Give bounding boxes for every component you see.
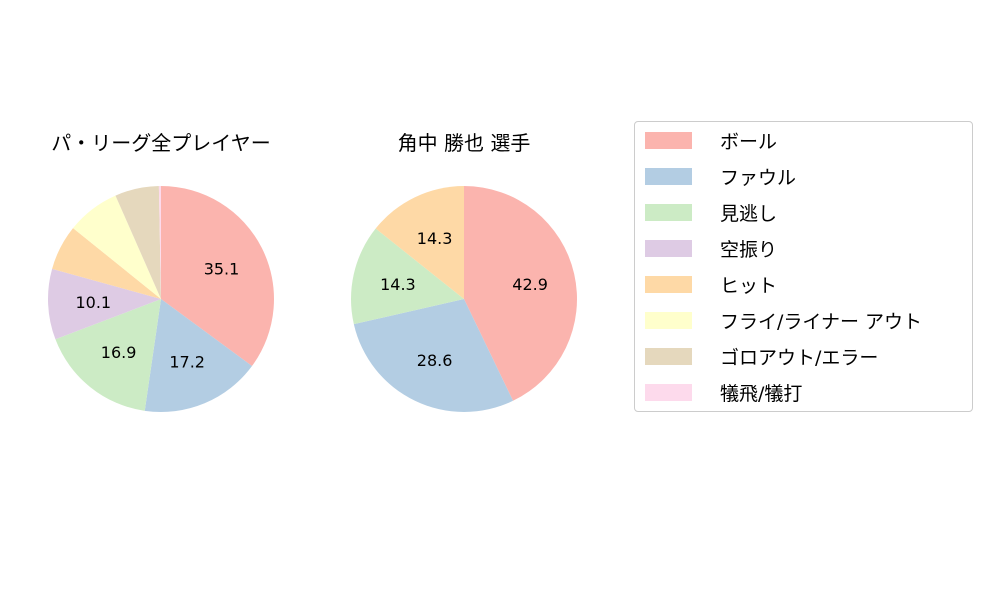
- pie-slice: [353, 299, 514, 412]
- legend-item-sacrifice: 犠飛/犠打: [645, 380, 803, 405]
- legend-label: 見逃し: [720, 202, 778, 225]
- legend-swatch: [645, 275, 692, 293]
- legend-item-called-strike: 見逃し: [645, 200, 778, 225]
- slice-label: 14.3: [380, 275, 416, 294]
- pie-slice: [115, 186, 161, 299]
- legend-label: フライ/ライナー アウト: [720, 310, 923, 333]
- pie-slice: [73, 195, 161, 299]
- legend-item-foul: ファウル: [645, 164, 797, 189]
- legend-swatch: [645, 383, 692, 401]
- slice-label: 14.3: [417, 229, 453, 248]
- legend-label: ゴロアウト/エラー: [720, 346, 879, 369]
- pie-slice: [161, 186, 274, 366]
- pie-slice: [351, 228, 464, 325]
- legend-label: ヒット: [720, 274, 778, 297]
- legend-label: ファウル: [720, 166, 797, 189]
- right-pie-chart: 42.9 28.6 14.3 14.3: [351, 186, 578, 412]
- legend-swatch: [645, 311, 692, 329]
- legend-label: 犠飛/犠打: [720, 382, 803, 405]
- legend-item-ball: ボール: [645, 128, 778, 153]
- pie-slice: [52, 228, 161, 299]
- legend-swatch: [645, 239, 692, 257]
- legend-label: ボール: [720, 130, 778, 153]
- pie-slice: [55, 299, 161, 411]
- slice-label: 42.9: [512, 275, 548, 294]
- slice-label: 35.1: [204, 259, 240, 278]
- right-chart-title: 角中 勝也 選手: [397, 131, 531, 155]
- legend-swatch: [645, 203, 692, 221]
- legend-swatch: [645, 347, 692, 365]
- pie-slice: [464, 186, 578, 401]
- slice-label: 10.1: [75, 293, 111, 312]
- legend-item-swinging-strike: 空振り: [645, 236, 778, 261]
- legend-swatch: [645, 131, 692, 149]
- slice-label: 17.2: [169, 353, 205, 372]
- legend-label: 空振り: [720, 238, 778, 261]
- legend-item-hit: ヒット: [645, 272, 778, 297]
- left-chart-title: パ・リーグ全プレイヤー: [51, 131, 271, 155]
- slice-label: 16.9: [101, 343, 137, 362]
- left-pie-chart: 35.1 17.2 16.9 10.1: [48, 186, 274, 413]
- pie-slice: [144, 299, 252, 413]
- legend: ボール ファウル 見逃し 空振り ヒット フライ/ライナー アウト ゴロアウト/…: [634, 121, 973, 412]
- slice-label: 28.6: [417, 351, 453, 370]
- pie-slice: [48, 268, 161, 340]
- legend-item-fly-out: フライ/ライナー アウト: [645, 308, 923, 333]
- pie-slice: [375, 186, 464, 299]
- pie-slice: [158, 186, 161, 299]
- legend-swatch: [645, 167, 692, 185]
- legend-item-ground-out: ゴロアウト/エラー: [645, 344, 879, 369]
